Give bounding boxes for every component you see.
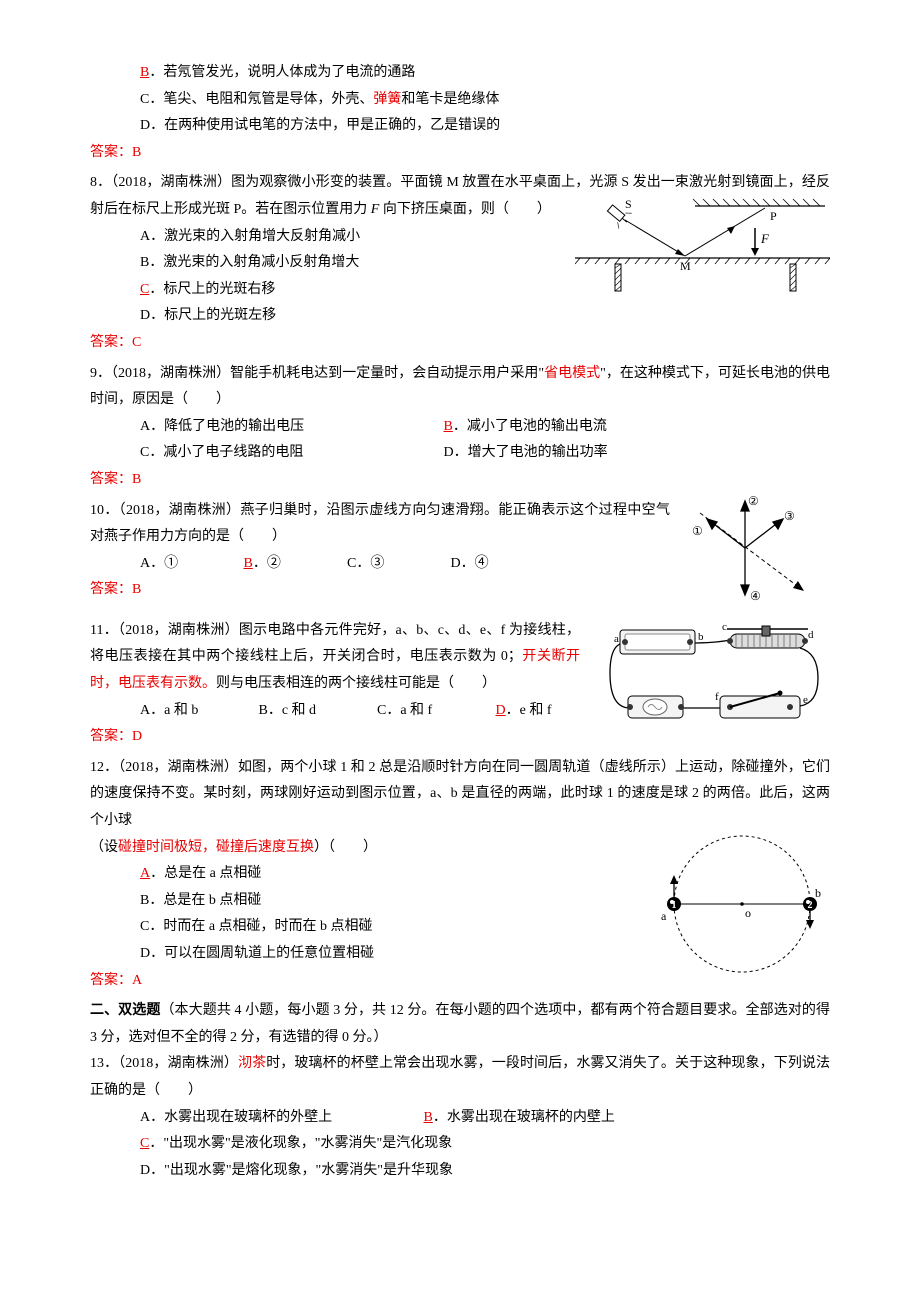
q7-c-text1: C．笔尖、电阻和氖管是导体，外壳、 (140, 87, 373, 114)
q13-stem: 13．（2018，湖南株洲）沏茶时，玻璃杯的杯壁上常会出现水雾，一段时间后，水雾… (90, 1051, 830, 1104)
q10-fig-3: ③ (784, 509, 795, 523)
q12-fig-n1: 1 (672, 900, 677, 911)
q13-row1: A．水雾出现在玻璃杯的外壁上 B．水雾出现在玻璃杯的内壁上 (90, 1105, 830, 1132)
q9-b-text: ．减小了电池的输出电流 (453, 414, 607, 441)
q10-fig-1: ① (692, 524, 703, 538)
q13-option-d: D．"出现水雾"是熔化现象，"水雾消失"是升华现象 (90, 1158, 830, 1185)
q13-option-b: B．水雾出现在玻璃杯的内壁上 (424, 1105, 615, 1132)
q13-c-text: ．"出现水雾"是液化现象，"水雾消失"是汽化现象 (149, 1131, 452, 1158)
q7-c-spring: 弹簧 (373, 87, 401, 114)
section2-header: 二、双选题（本大题共 4 小题，每小题 3 分，共 12 分。在每小题的四个选项… (90, 998, 830, 1051)
q13-stem-red: 沏茶 (238, 1056, 266, 1071)
q12-stem-top: 12．（2018，湖南株洲）如图，两个小球 1 和 2 总是沿顺时针方向在同一圆… (90, 755, 830, 835)
q13-d-text: D．"出现水雾"是熔化现象，"水雾消失"是升华现象 (140, 1158, 453, 1185)
q8-block: 8．（2018，湖南株洲）图为观察微小形变的装置。平面镜 M 放置在水平桌面上，… (90, 170, 830, 330)
q12-d-text: D．可以在圆周轨道上的任意位置相碰 (140, 941, 374, 968)
q12-fig-n2: 2 (808, 900, 813, 911)
q8-answer: 答案：C (90, 330, 830, 357)
section2-title: 二、双选题 (90, 1003, 160, 1018)
q9-row1: A．降低了电池的输出电压 B．减小了电池的输出电流 (90, 414, 830, 441)
q12-fig-a: a (661, 909, 667, 923)
q7-option-b: B．若氖管发光，说明人体成为了电流的通路 (90, 60, 830, 87)
q7-answer: 答案：B (90, 140, 830, 167)
q11-fig-a: a (614, 633, 619, 645)
q11-block: a b c d (90, 618, 830, 724)
q7-d-text: D．在两种使用试电笔的方法中，甲是正确的，乙是错误的 (140, 113, 500, 140)
q10-option-a: A．① (140, 551, 240, 578)
q9-stem-red: 省电模式 (544, 366, 600, 381)
q10-option-c: C．③ (347, 551, 447, 578)
q8-c-letter: C (140, 277, 149, 304)
q12-stem2-open: （设 (90, 840, 118, 855)
q7-b-text: ．若氖管发光，说明人体成为了电流的通路 (149, 60, 415, 87)
section2-desc: （本大题共 4 小题，每小题 3 分，共 12 分。在每小题的四个选项中，都有两… (90, 1003, 830, 1045)
q7-b-letter: B (140, 60, 149, 87)
q13-c-letter: C (140, 1131, 149, 1158)
q7-option-d: D．在两种使用试电笔的方法中，甲是正确的，乙是错误的 (90, 113, 830, 140)
q12-block: 12．（2018，湖南株洲）如图，两个小球 1 和 2 总是沿顺时针方向在同一圆… (90, 755, 830, 968)
q7-option-c: C．笔尖、电阻和氖管是导体，外壳、弹簧和笔卡是绝缘体 (90, 87, 830, 114)
q8-figure: P S (575, 198, 830, 293)
q8-fig-F: F (760, 231, 770, 246)
q13-b-text: ．水雾出现在玻璃杯的内壁上 (433, 1105, 615, 1132)
q9-option-b: B．减小了电池的输出电流 (444, 414, 607, 441)
q11-d-text: ．e 和 f (506, 698, 552, 725)
q11-fig-f: f (715, 691, 719, 703)
q11-fig-d: d (808, 629, 814, 641)
q7-c-text2: 和笔卡是绝缘体 (401, 87, 499, 114)
q8-b-text: B．激光束的入射角减小反射角增大 (140, 250, 359, 277)
q11-option-b: B．c 和 d (259, 698, 374, 725)
q12-a-letter: A (140, 861, 150, 888)
q12-b-text: B．总是在 b 点相碰 (140, 888, 261, 915)
q7-options: B．若氖管发光，说明人体成为了电流的通路 C．笔尖、电阻和氖管是导体，外壳、弹簧… (90, 60, 830, 140)
q12-a-text: ．总是在 a 点相碰 (150, 861, 261, 888)
q10-block: ① ② ③ ④ 10．（2018，湖南株洲）燕子归巢时，沿图示虚线方向匀速滑翔。… (90, 498, 830, 578)
q11-fig-b: b (698, 631, 704, 643)
q11-stem2: 则与电压表相连的两个接线柱可能是（ ） (216, 676, 496, 691)
q11-d-letter: D (496, 698, 506, 725)
q8-fig-P: P (770, 209, 777, 223)
q9-b-letter: B (444, 414, 453, 441)
q8-stem2: 向下挤压桌面，则（ ） (379, 202, 551, 217)
q8-option-d: D．标尺上的光斑左移 (90, 303, 830, 330)
q10-option-b: B．② (244, 551, 344, 578)
q11-option-d: D．e 和 f (496, 698, 552, 725)
q11-option-c: C．a 和 f (377, 698, 492, 725)
q8-fig-S: S (625, 198, 632, 211)
q10-fig-2: ② (748, 494, 759, 508)
q12-fig-b: b (815, 886, 821, 900)
q8-d-text: D．标尺上的光斑左移 (140, 303, 276, 330)
q13-option-a: A．水雾出现在玻璃杯的外壁上 (140, 1105, 420, 1132)
q10-fig-4: ④ (750, 589, 761, 603)
q13-option-c: C．"出现水雾"是液化现象，"水雾消失"是汽化现象 (90, 1131, 830, 1158)
q9-row2: C．减小了电子线路的电阻 D．增大了电池的输出功率 (90, 440, 830, 467)
q11-figure: a b c d (590, 618, 830, 728)
q13-b-letter: B (424, 1105, 433, 1132)
q11-fig-e: e (803, 694, 808, 706)
q9-option-d: D．增大了电池的输出功率 (444, 440, 608, 467)
q10-option-d: D．④ (451, 551, 489, 578)
q8-fig-M: M (680, 259, 691, 273)
q10-figure: ① ② ③ ④ (680, 493, 830, 608)
q11-option-a: A．a 和 b (140, 698, 255, 725)
q11-stem1: 11．（2018，湖南株洲）图示电路中各元件完好，a、b、c、d、e、f 为接线… (90, 623, 580, 665)
q11-answer: 答案：D (90, 724, 830, 751)
q12-stem2-red: 碰撞时间极短，碰撞后速度互换 (118, 840, 314, 855)
q9-option-a: A．降低了电池的输出电压 (140, 414, 440, 441)
q12-figure: o 1 a 2 b (655, 827, 830, 982)
q9-answer: 答案：B (90, 467, 830, 494)
q9-stem: 9．（2018，湖南株洲）智能手机耗电达到一定量时，会自动提示用户采用"省电模式… (90, 361, 830, 414)
q8-c-text: ．标尺上的光斑右移 (149, 277, 275, 304)
q9-option-c: C．减小了电子线路的电阻 (140, 440, 440, 467)
q10-b-letter: B (244, 551, 253, 578)
q12-stem2-close: ）（ ） (314, 840, 377, 855)
q10-b-text: ．② (253, 551, 281, 578)
q11-fig-c: c (722, 621, 727, 633)
q13-stem1: 13．（2018，湖南株洲） (90, 1056, 238, 1071)
q12-fig-o: o (745, 906, 751, 920)
q9-stem1: 9．（2018，湖南株洲）智能手机耗电达到一定量时，会自动提示用户采用" (90, 366, 544, 381)
q8-a-text: A．激光束的入射角增大反射角减小 (140, 224, 360, 251)
q12-c-text: C．时而在 a 点相碰，时而在 b 点相碰 (140, 914, 373, 941)
